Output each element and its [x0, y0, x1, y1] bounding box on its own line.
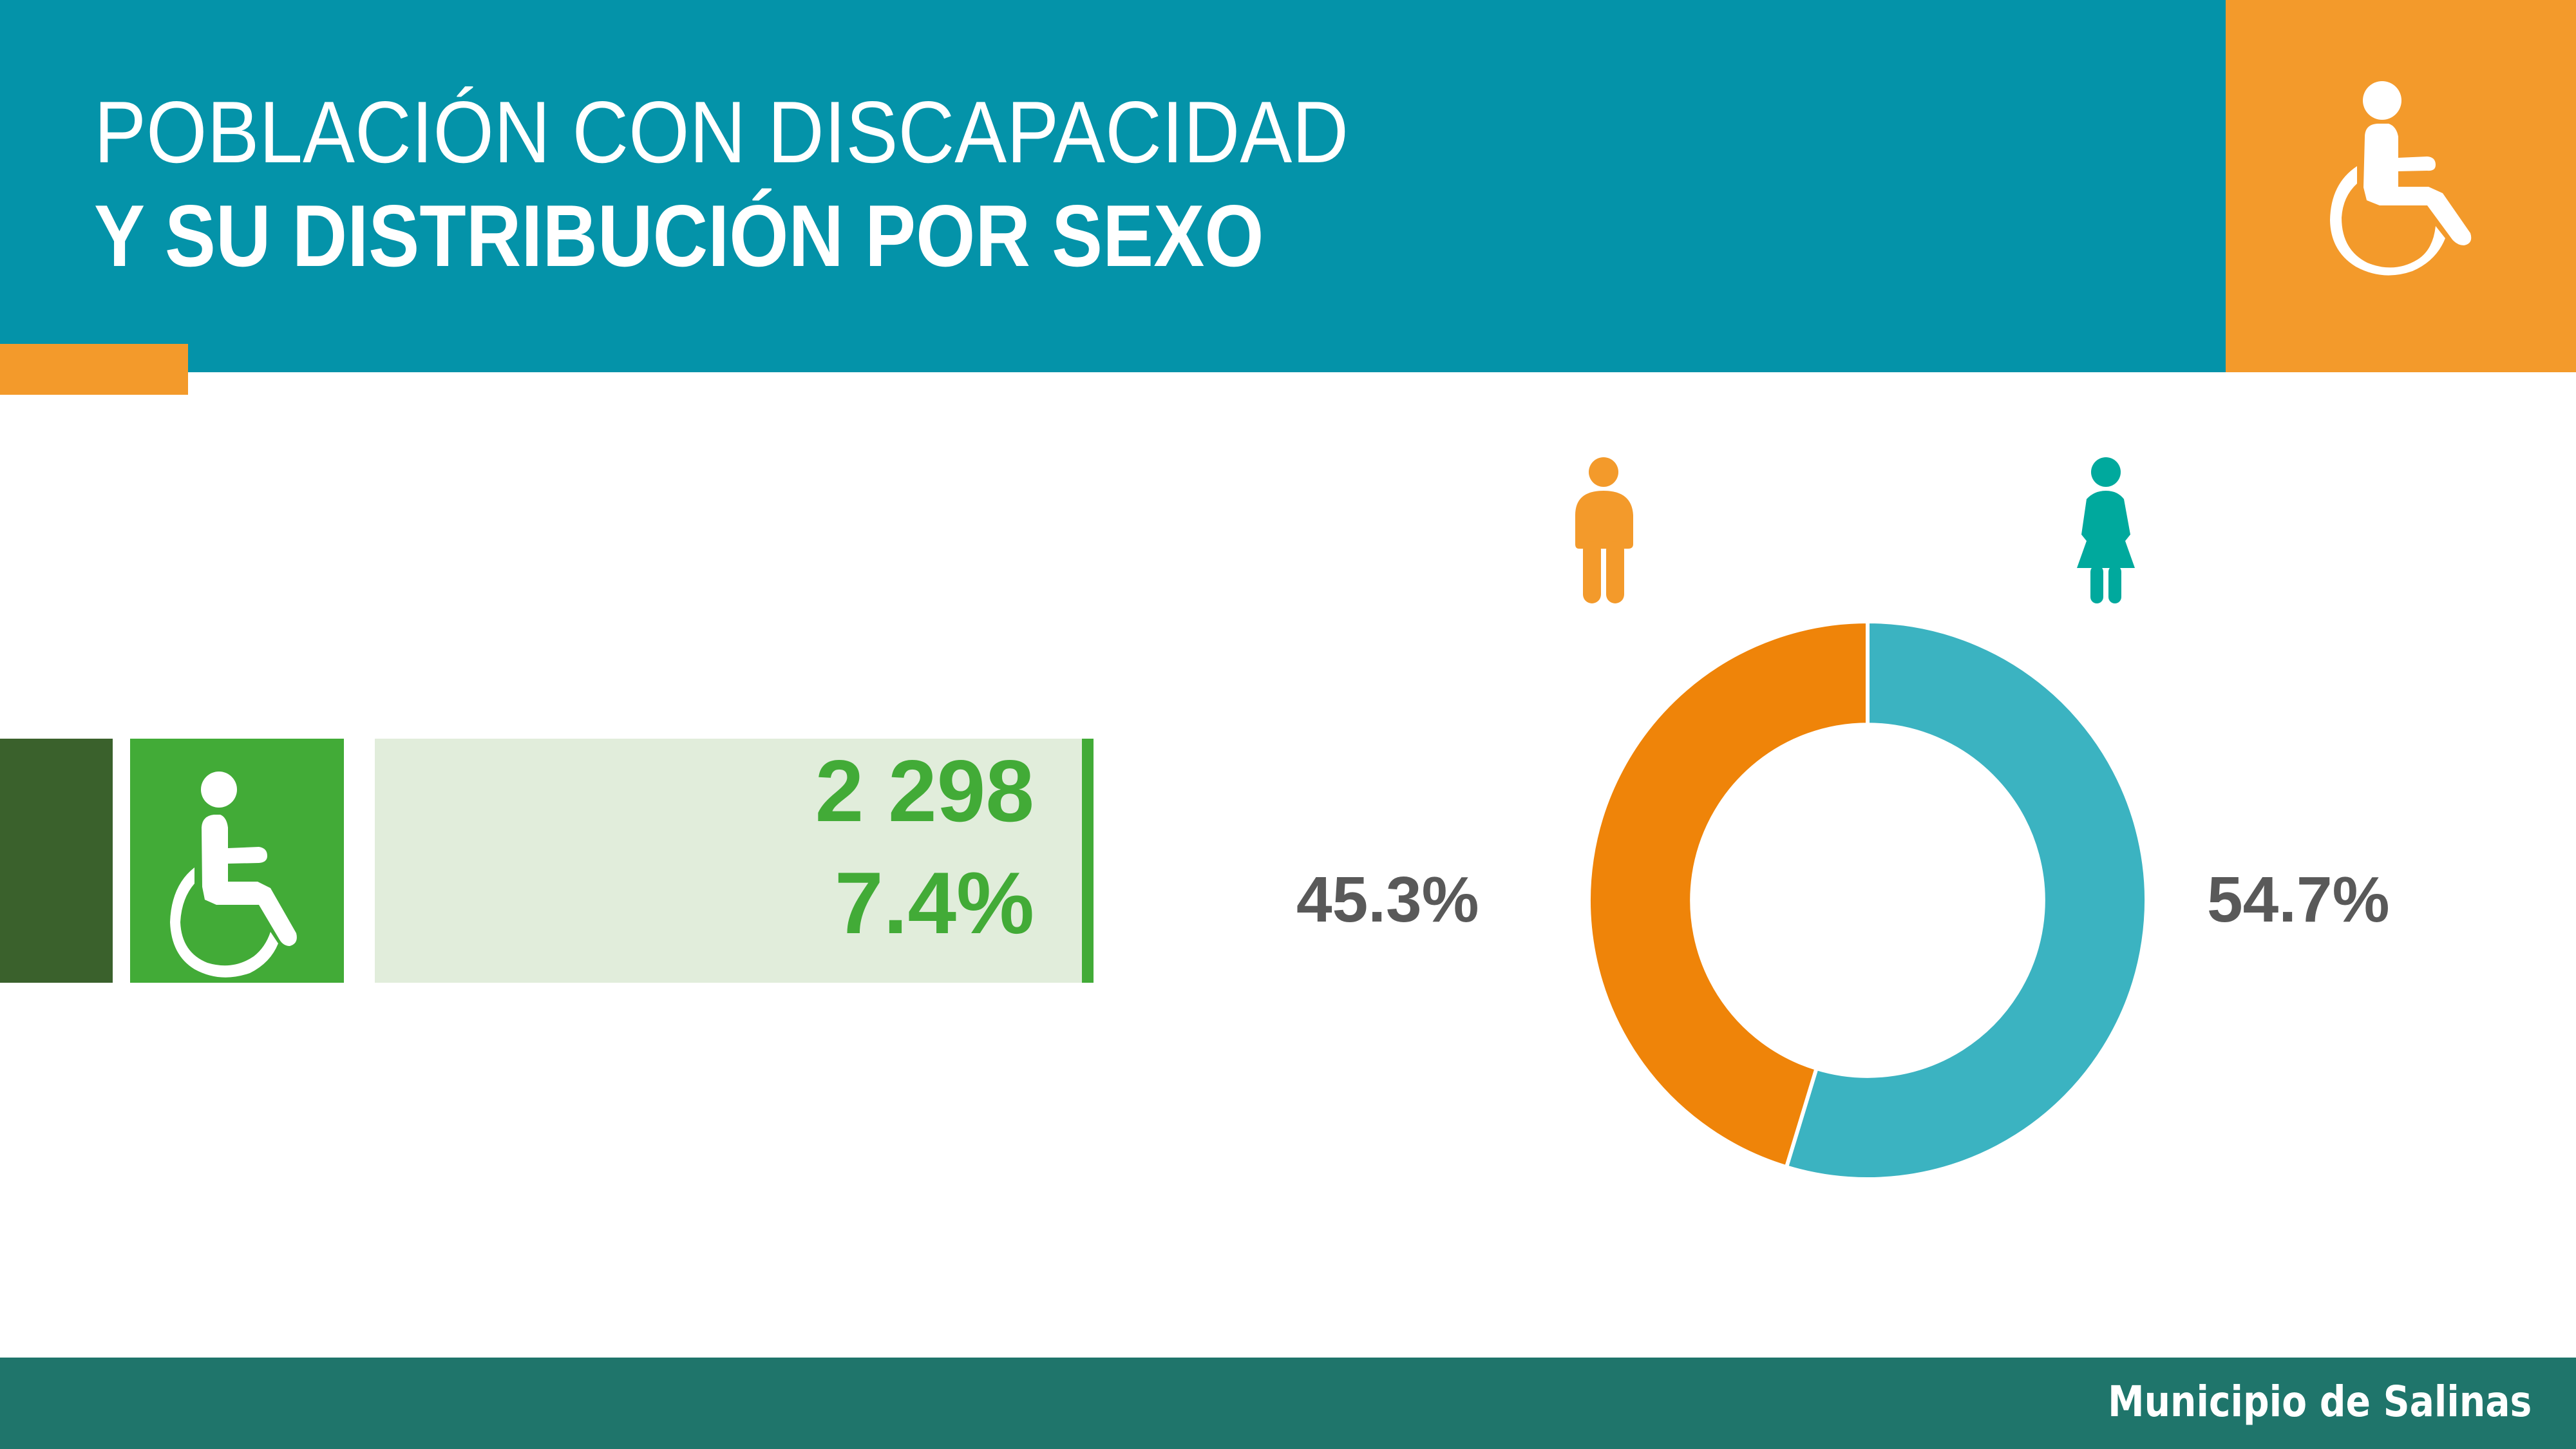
stat-value-accent-bar	[1082, 739, 1094, 983]
wheelchair-icon	[170, 772, 297, 978]
disability-count: 2 298	[815, 742, 1034, 840]
footer-municipality-label: Municipio de Salinas	[2107, 1377, 2532, 1426]
wheelchair-icon	[2330, 81, 2472, 276]
page-title-line-1: POBLACIÓN CON DISCAPACIDAD	[94, 83, 1349, 181]
header-icon-panel	[2226, 0, 2576, 372]
disability-percent: 7.4%	[835, 854, 1034, 952]
page-title-line-2: Y SU DISTRIBUCIÓN POR SEXO	[94, 187, 1264, 285]
header-accent-bar	[0, 344, 188, 395]
donut-segment-mujeres	[1784, 619, 2148, 1181]
male-percent-label: 45.3%	[1296, 864, 1479, 936]
stat-dark-block	[0, 739, 113, 983]
sex-distribution-donut-chart	[1587, 619, 2148, 1181]
female-percent-label: 54.7%	[2207, 864, 2390, 936]
donut-segment-hombres	[1587, 619, 1870, 1170]
stat-icon-box	[130, 739, 344, 983]
male-person-icon	[1571, 451, 1636, 605]
stat-value-box: 2 298 7.4%	[375, 739, 1082, 983]
footer-band: Municipio de Salinas	[0, 1358, 2576, 1449]
header-band: POBLACIÓN CON DISCAPACIDAD Y SU DISTRIBU…	[0, 0, 2226, 372]
female-person-icon	[2074, 451, 2138, 605]
